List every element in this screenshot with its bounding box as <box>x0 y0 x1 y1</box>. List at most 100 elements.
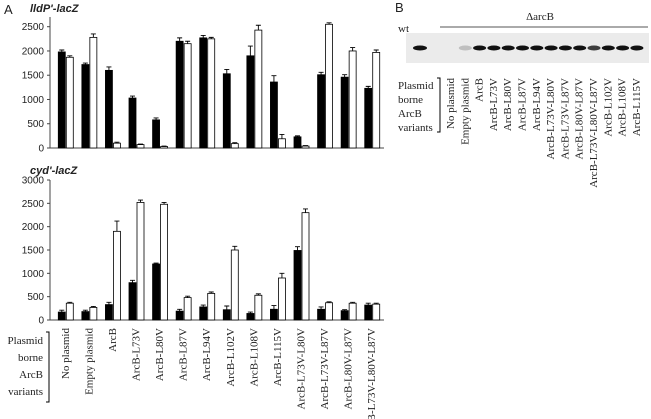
bar <box>175 40 184 149</box>
bar <box>65 302 74 321</box>
error-bar <box>177 308 183 312</box>
error-bar <box>161 201 167 205</box>
error-bar <box>59 309 65 313</box>
error-bar <box>350 301 356 304</box>
bar <box>57 51 66 149</box>
blot-band <box>473 45 487 51</box>
mutant-label: ΔarcB <box>526 11 554 23</box>
error-bar <box>130 279 135 283</box>
lane-label: ArcB-L87V <box>517 78 529 131</box>
bar <box>222 309 231 321</box>
error-bar <box>295 135 300 137</box>
blot-band <box>544 45 558 51</box>
error-bar <box>185 40 191 44</box>
y-tick-label: 2000 <box>22 46 45 57</box>
bracket <box>46 331 50 403</box>
error-bar <box>318 306 324 310</box>
bar <box>183 43 192 149</box>
bar <box>230 143 239 149</box>
chart-title: cyd'-lacZ <box>30 165 79 177</box>
bar <box>372 303 381 321</box>
error-bar <box>365 85 371 89</box>
wt-label: wt <box>398 23 409 35</box>
bracket <box>437 77 441 133</box>
lane-label: ArcB-L73V-L80V-L87V <box>588 78 600 188</box>
y-tick-label: 1000 <box>22 269 45 280</box>
bar <box>301 145 310 149</box>
bar <box>160 146 168 149</box>
bar <box>128 97 137 149</box>
error-bar <box>90 33 96 38</box>
bar <box>105 69 113 149</box>
blot-band <box>587 45 601 51</box>
variants-label: ArcB <box>398 108 422 120</box>
error-bar <box>208 36 214 39</box>
blot-band <box>501 45 515 51</box>
bar <box>65 56 74 149</box>
error-bar <box>106 301 112 305</box>
x-tick-label: ArcB-L94V <box>201 328 213 381</box>
error-bar <box>326 301 332 303</box>
error-bar <box>318 71 324 75</box>
bar <box>207 38 216 149</box>
variants-label: borne <box>398 94 423 106</box>
x-tick-label: No plasmid <box>60 328 72 380</box>
bar <box>113 230 121 321</box>
blot-band <box>487 45 501 51</box>
error-bar <box>59 49 65 52</box>
error-bar <box>271 305 277 310</box>
x-tick-label: Empty plasmid <box>83 328 95 395</box>
error-bar <box>232 142 238 144</box>
bar <box>128 282 137 321</box>
error-bar <box>106 66 112 71</box>
error-bar <box>200 304 206 307</box>
bar <box>325 302 333 321</box>
error-bar <box>224 305 230 310</box>
y-tick-label: 3000 <box>22 176 45 187</box>
x-tick-label: ArcB-L73V-L87V <box>319 328 331 410</box>
error-bar <box>295 246 300 251</box>
bar <box>175 310 184 321</box>
x-tick-label: ArcB <box>107 328 119 352</box>
lane-label: ArcB-L115V <box>631 78 643 136</box>
x-tick-label: ArcB-L87V <box>178 328 190 381</box>
bar <box>348 50 357 149</box>
error-bar <box>114 220 120 232</box>
bar <box>105 304 113 321</box>
lane-label: ArcB-L80V-L87V <box>574 78 586 160</box>
variants-label: ArcB <box>19 369 43 381</box>
error-bar <box>279 133 285 139</box>
bar <box>340 310 349 321</box>
bar <box>81 64 90 149</box>
bar <box>136 201 145 321</box>
blot-band <box>558 45 572 51</box>
bar <box>340 76 349 149</box>
error-bar <box>153 117 159 120</box>
blot-band <box>530 45 544 51</box>
lane-label: ArcB-L73V-L87V <box>559 78 571 160</box>
bar <box>278 138 286 149</box>
bar <box>160 203 168 321</box>
bar <box>207 292 216 321</box>
x-tick-label: ArcB-L73V-L80V-L87V <box>366 328 378 419</box>
error-bar <box>138 199 143 203</box>
error-bar <box>365 302 371 306</box>
blot-band <box>458 45 472 51</box>
bar <box>113 142 121 149</box>
lane-label: ArcB-L80V <box>502 78 514 131</box>
bar <box>372 52 381 149</box>
error-bar <box>373 302 379 305</box>
error-bar <box>130 95 135 99</box>
error-bar <box>373 49 379 53</box>
error-bar <box>67 301 73 304</box>
bar <box>293 250 302 321</box>
bar <box>364 87 373 149</box>
error-bar <box>342 309 348 311</box>
bar <box>364 304 373 321</box>
bar <box>246 313 255 321</box>
variants-label: variants <box>8 386 43 398</box>
lane-label: Empty plasmid <box>459 78 471 145</box>
lane-label: ArcB-L73V-L80V <box>545 78 557 160</box>
blot-band <box>573 45 587 51</box>
